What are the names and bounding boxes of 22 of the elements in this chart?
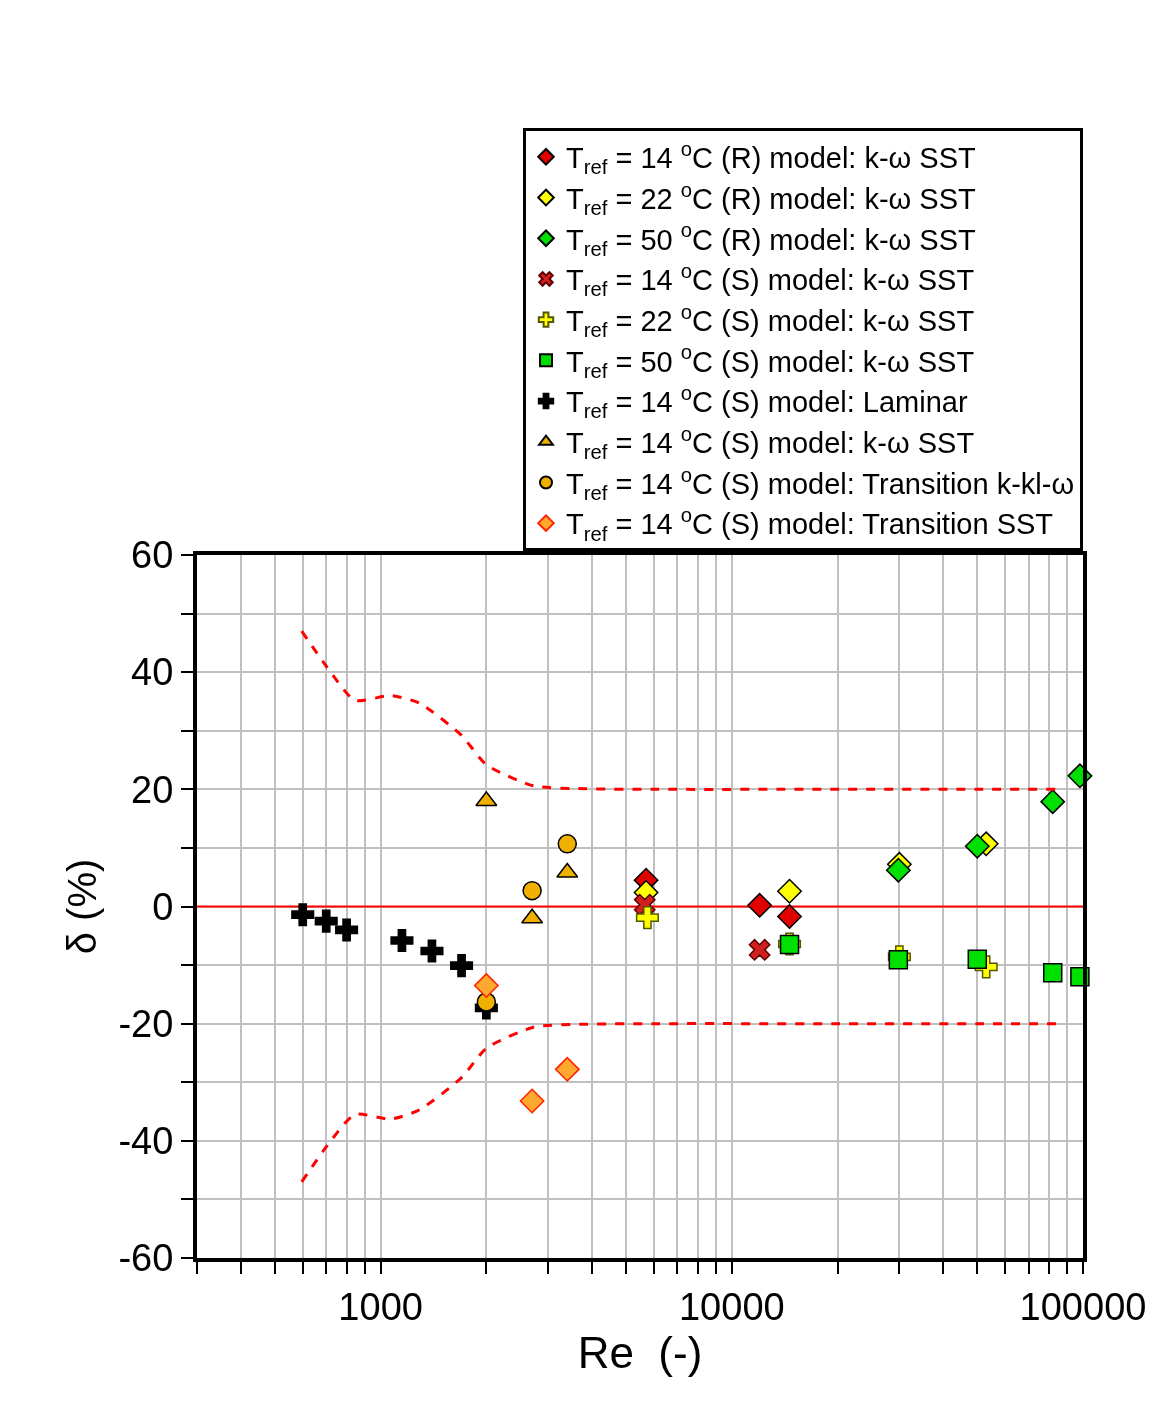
y-tick-label: 60 [131, 534, 174, 577]
y-tick-label: -60 [118, 1237, 174, 1280]
legend-label: T$_{ref}$ = 22 $^{o}$C (S) model: k-ω SST [566, 300, 975, 342]
y-tick-label: -20 [118, 1002, 174, 1045]
y-tick-label: 20 [131, 768, 174, 811]
y-axis-title: δ (%) [60, 858, 105, 955]
y-tick-label: 0 [152, 885, 174, 928]
x-tick-label: 10000 [678, 1285, 785, 1328]
legend-label: T$_{ref}$ = 50 $^{o}$C (R) model: k-ω SST [566, 219, 976, 260]
legend-label: T$_{ref}$ = 22 $^{o}$C (R) model: k-ω SST [566, 178, 976, 219]
legend-label: T$_{ref}$ = 14 $^{o}$C (S) model: Transition SST [566, 504, 1054, 545]
y-tick-label: -40 [118, 1120, 174, 1163]
legend-label: T$_{ref}$ = 14 $^{o}$C (S) model: k-ω SST [566, 260, 975, 301]
x-tick-label: 100000 [1019, 1285, 1147, 1328]
y-tick-label: 40 [131, 651, 174, 694]
x-tick-label: 1000 [338, 1285, 423, 1328]
legend-label: T$_{ref}$ = 14 $^{o}$C (S) model: k-ω SST [566, 422, 975, 464]
legend-label: T$_{ref}$ = 14 $^{o}$C (S) model: Transition k-kl-ω [566, 463, 1075, 504]
legend-label: T$_{ref}$ = 50 $^{o}$C (S) model: k-ω SST [566, 341, 975, 382]
legend-label: T$_{ref}$ = 14 $^{o}$C (R) model: k-ω SST [566, 137, 976, 179]
legend-label: T$_{ref}$ = 14 $^{o}$C (S) model: Laminar [566, 382, 968, 423]
x-axis-title: Re (-) [577, 1327, 703, 1377]
